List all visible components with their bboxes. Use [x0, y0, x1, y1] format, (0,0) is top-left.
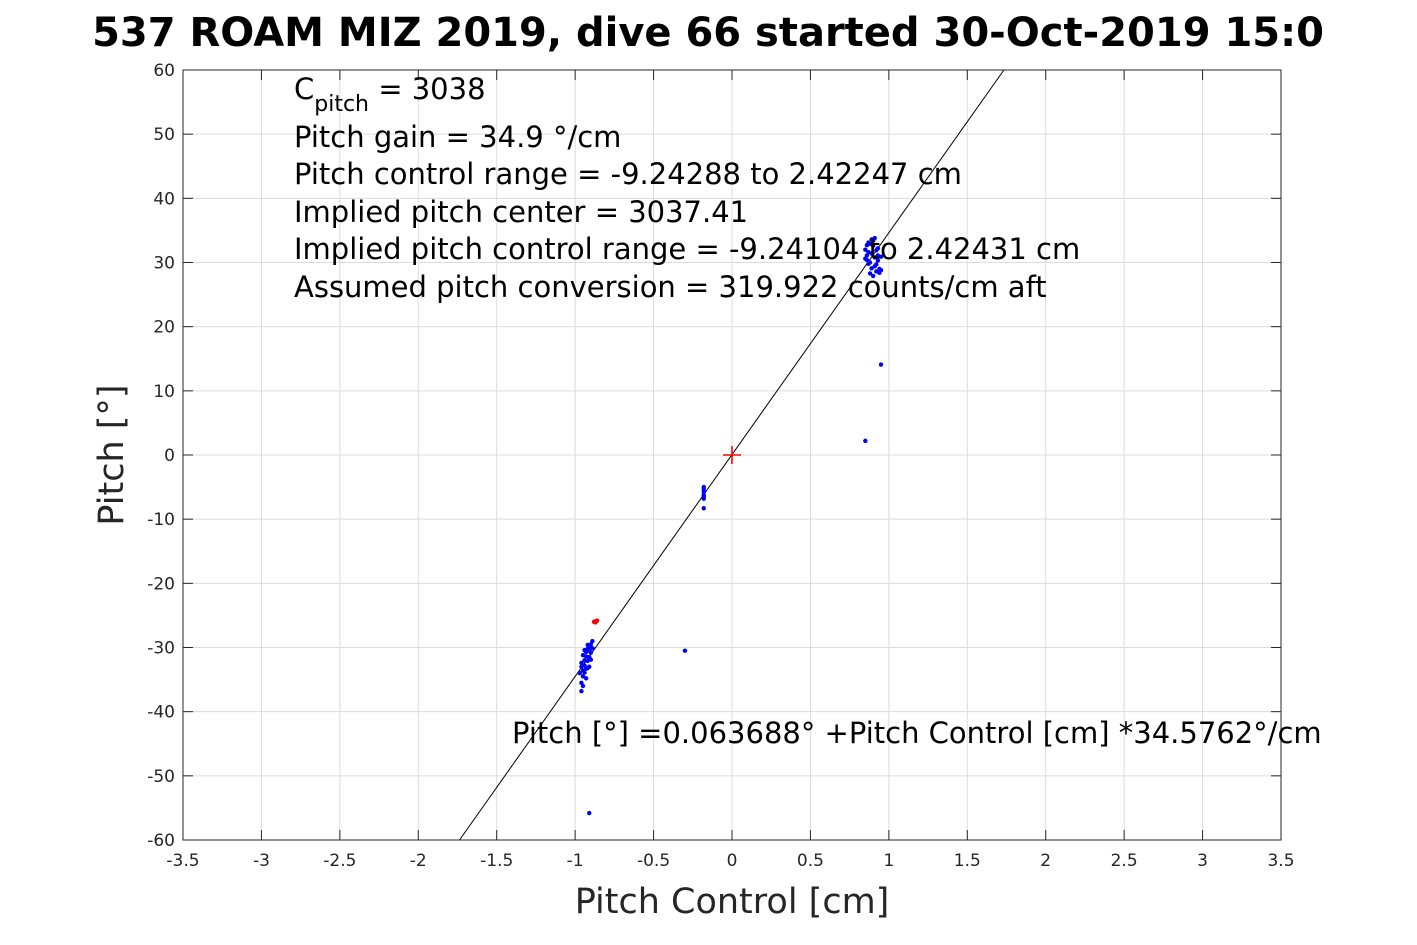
- y-tick-label-6: 0: [164, 446, 175, 466]
- x-axis-label: Pitch Control [cm]: [575, 882, 890, 922]
- x-tick-label-6: -0.5: [637, 851, 670, 871]
- x-tick-label-11: 2: [1040, 851, 1051, 871]
- data-points: [577, 235, 884, 816]
- data-point-s1-3: [593, 620, 598, 625]
- y-tick-label-10: 40: [153, 189, 175, 209]
- data-point-s0-24: [588, 657, 594, 662]
- annotation-block: Cpitch = 3038 Pitch gain = 34.9 °/cm Pit…: [294, 72, 1080, 304]
- annotation-cpitch: Cpitch = 3038: [294, 72, 486, 117]
- data-point-s0-29: [579, 660, 584, 666]
- data-point-s0-14: [590, 638, 595, 644]
- y-tick-label-3: -30: [147, 639, 175, 659]
- data-point-s0-28: [590, 645, 595, 651]
- x-tick-label-8: 0.5: [797, 851, 824, 871]
- annotation-pitch-gain: Pitch gain = 34.9 °/cm: [294, 120, 621, 154]
- chart-title: 537 ROAM MIZ 2019, dive 66 started 30-Oc…: [92, 10, 1324, 56]
- data-point-s0-63: [864, 242, 870, 248]
- annotation-pitch-control-range: Pitch control range = -9.24288 to 2.4224…: [294, 157, 962, 191]
- y-tick-label-11: 50: [153, 125, 175, 145]
- data-point-s0-50: [870, 243, 876, 249]
- annotation-cpitch-value: = 3038: [369, 72, 486, 106]
- data-point-s0-64: [874, 262, 879, 267]
- x-tick-label-14: 3.5: [1267, 851, 1294, 871]
- x-tick-label-2: -2.5: [323, 851, 356, 871]
- x-tick-label-9: 1: [883, 851, 894, 871]
- y-tick-label-9: 30: [153, 254, 175, 274]
- y-tick-label-2: -40: [147, 703, 175, 723]
- data-point-s0-16: [582, 670, 587, 675]
- data-point-s0-47: [867, 260, 873, 265]
- data-point-s0-56: [875, 258, 881, 263]
- data-point-s0-17: [583, 676, 589, 681]
- y-tick-label-8: 20: [153, 318, 175, 338]
- y-tick-label-7: 10: [153, 382, 175, 402]
- data-point-s0-38: [701, 494, 706, 499]
- axis-ticks: [182, 69, 1282, 841]
- annotation-implied-pitch-center: Implied pitch center = 3037.41: [294, 195, 748, 229]
- data-point-s0-0: [579, 688, 584, 694]
- x-tick-label-0: -3.5: [166, 851, 199, 871]
- data-point-s0-26: [580, 683, 586, 689]
- x-tick-label-7: 0: [727, 851, 738, 871]
- x-tick-label-13: 3: [1197, 851, 1208, 871]
- data-point-s0-66: [872, 235, 877, 241]
- data-point-s0-40: [878, 362, 884, 367]
- y-tick-label-1: -50: [147, 767, 175, 787]
- data-point-s0-69: [878, 254, 884, 259]
- data-point-s0-15: [580, 653, 586, 658]
- data-point-s0-48: [869, 251, 874, 256]
- y-axis-label: Pitch [°]: [92, 384, 132, 525]
- annotation-cpitch-subscript: pitch: [314, 92, 369, 117]
- y-tick-label-4: -20: [147, 574, 175, 594]
- y-tick-label-0: -60: [147, 831, 175, 851]
- data-point-s0-13: [588, 650, 594, 655]
- y-tick-labels: -60 -50 -40 -30 -20 -10 0 10 20 30 40 50 60: [147, 61, 175, 851]
- x-tick-label-4: -1.5: [480, 851, 513, 871]
- data-point-s0-68: [863, 256, 868, 261]
- y-tick-label-5: -10: [147, 510, 175, 530]
- data-point-s0-57: [875, 246, 881, 251]
- x-tick-label-3: -2: [410, 851, 427, 871]
- data-point-s0-60: [867, 271, 873, 276]
- x-tick-label-5: -1: [567, 851, 584, 871]
- center-marker-layer: [723, 446, 741, 464]
- x-tick-label-12: 2.5: [1111, 851, 1138, 871]
- data-point-s0-25: [577, 670, 583, 676]
- data-point-s0-37: [701, 484, 706, 490]
- data-point-s0-19: [579, 664, 584, 669]
- data-point-s0-61: [870, 273, 876, 279]
- annotation-pitch-conversion: Assumed pitch conversion = 319.922 count…: [294, 270, 1047, 304]
- y-tick-label-12: 60: [153, 61, 175, 81]
- annotation-implied-control-range: Implied pitch control range = -9.24104 t…: [294, 232, 1080, 266]
- x-tick-label-10: 1.5: [954, 851, 981, 871]
- data-point-s0-70: [878, 268, 884, 273]
- data-point-s0-31: [682, 648, 688, 653]
- x-tick-labels: -3.5 -3 -2.5 -2 -1.5 -1 -0.5 0 0.5 1 1.5 2 2.5 3 3.5: [166, 851, 1294, 871]
- x-tick-label-1: -3: [253, 851, 270, 871]
- data-point-s0-22: [583, 666, 589, 671]
- data-point-s0-41: [863, 247, 868, 252]
- annotation-cpitch-prefix: C: [294, 72, 314, 106]
- fit-equation-label: Pitch [°] =0.063688° +Pitch Control [cm]…: [512, 716, 1322, 750]
- data-point-s0-23: [582, 647, 587, 653]
- data-point-s0-39: [863, 438, 868, 444]
- data-point-s0-32: [701, 506, 706, 511]
- data-point-s0-30: [587, 810, 592, 816]
